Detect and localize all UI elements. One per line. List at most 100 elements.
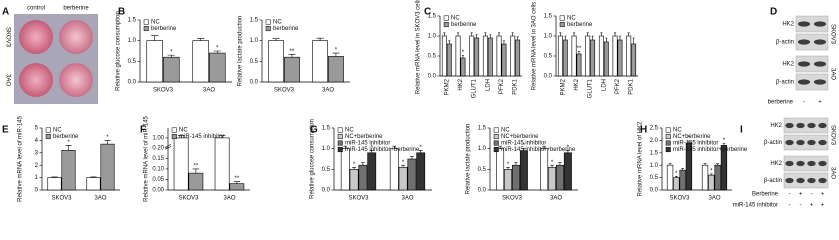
bar bbox=[327, 56, 344, 83]
error-bar bbox=[409, 156, 414, 159]
bar bbox=[367, 152, 377, 191]
y-tick-label: 0.20 bbox=[152, 145, 164, 151]
bar bbox=[548, 166, 557, 191]
y-tick-label: 0.0 bbox=[250, 80, 259, 86]
legend-swatch bbox=[143, 19, 149, 25]
error-bar bbox=[514, 162, 518, 166]
error-bar bbox=[558, 162, 562, 166]
error-bar bbox=[448, 40, 451, 44]
blot-band bbox=[807, 139, 816, 146]
y-axis-label: Relative mRNA level of HK2 bbox=[638, 121, 644, 196]
y-tick-label: 0.0 bbox=[650, 188, 659, 194]
legend-swatch bbox=[337, 147, 343, 153]
panel-letter: I bbox=[740, 125, 743, 136]
legend-label: berberine bbox=[273, 26, 299, 32]
blot-band bbox=[797, 21, 811, 27]
bar bbox=[598, 35, 604, 77]
error-bar bbox=[572, 32, 576, 36]
bar bbox=[173, 137, 189, 191]
blot-band bbox=[813, 61, 827, 67]
treatment-label: Berberine bbox=[752, 192, 779, 198]
error-bar bbox=[627, 32, 630, 36]
legend-label: miR-145 inhibitor bbox=[179, 134, 224, 140]
x-tick-label: SKOV3 bbox=[51, 196, 72, 202]
legend-swatch bbox=[443, 15, 449, 21]
error-bar bbox=[418, 150, 423, 153]
x-tick-label: LDH bbox=[601, 79, 607, 91]
legend-label: miR-145 inhibitor bbox=[501, 141, 546, 147]
blot-band bbox=[818, 139, 827, 146]
legend-label: miR-145 inhibitor bbox=[673, 141, 718, 147]
legend-swatch bbox=[493, 140, 499, 146]
bar bbox=[501, 43, 507, 77]
error-bar bbox=[516, 36, 519, 40]
x-tick-label: SKOV3 bbox=[502, 196, 523, 202]
error-bar bbox=[470, 32, 473, 36]
x-tick-label: PKM2 bbox=[444, 78, 450, 95]
bar bbox=[603, 41, 609, 77]
significance-mark: * bbox=[688, 135, 691, 141]
error-bar bbox=[90, 176, 97, 178]
x-tick-label: HK2 bbox=[458, 78, 464, 90]
y-tick-label: 0.05 bbox=[152, 177, 164, 183]
legend-label: miR-145 inhibitor+berberine bbox=[673, 147, 748, 153]
band-label: β-actin bbox=[764, 140, 782, 146]
blot-strip bbox=[783, 155, 829, 172]
error-bar bbox=[703, 163, 707, 166]
legend-swatch bbox=[493, 127, 499, 133]
x-tick-label: LDH bbox=[485, 79, 491, 91]
error-bar bbox=[600, 32, 603, 36]
bar bbox=[626, 35, 632, 77]
error-bar bbox=[613, 32, 617, 36]
significance-mark: * bbox=[462, 50, 465, 56]
cell-label: SKOV3 bbox=[829, 125, 835, 146]
panel-letter: B bbox=[118, 7, 125, 18]
significance-mark: ** bbox=[577, 46, 582, 52]
y-tick-label: 0.15 bbox=[152, 156, 164, 162]
bar bbox=[555, 164, 564, 191]
bar bbox=[312, 40, 328, 83]
y-tick-label: 1.5 bbox=[428, 14, 437, 20]
bar bbox=[47, 177, 62, 191]
error-bar bbox=[502, 40, 506, 44]
blot-band bbox=[807, 160, 816, 167]
significance-mark: * bbox=[723, 138, 726, 144]
y-tick-label: 1.00 bbox=[152, 135, 164, 141]
lane-sign: + bbox=[818, 100, 822, 106]
significance-mark: ** bbox=[235, 176, 240, 182]
well bbox=[19, 63, 53, 97]
band-label: β-actin bbox=[776, 80, 794, 86]
y-tick-label: 0.5 bbox=[544, 54, 553, 60]
bar bbox=[563, 152, 572, 191]
legend-swatch bbox=[265, 26, 271, 32]
bar bbox=[446, 43, 452, 77]
lane-sign: + bbox=[799, 192, 803, 198]
y-tick-label: 1.0 bbox=[650, 163, 659, 169]
bar bbox=[229, 183, 245, 191]
error-bar bbox=[591, 35, 594, 40]
blot-band bbox=[818, 122, 827, 129]
error-bar bbox=[632, 37, 635, 44]
y-tick-label: 0.5 bbox=[322, 167, 331, 173]
x-tick-label: SKOV3 bbox=[153, 88, 174, 94]
legend-swatch bbox=[337, 140, 343, 146]
error-bar bbox=[213, 50, 221, 54]
x-tick-label: SKOV3 bbox=[348, 196, 369, 202]
legend-swatch bbox=[45, 134, 51, 140]
bar bbox=[519, 150, 528, 191]
lane-sign: + bbox=[821, 203, 825, 209]
significance-mark: * bbox=[420, 145, 423, 151]
blot-strip bbox=[783, 172, 829, 189]
panel-letter: F bbox=[140, 125, 146, 136]
panel-letter: D bbox=[770, 7, 777, 18]
error-bar bbox=[506, 166, 510, 170]
blot-band bbox=[785, 139, 794, 146]
error-bar bbox=[192, 168, 200, 174]
y-tick-label: 4 bbox=[35, 138, 39, 144]
error-bar bbox=[550, 164, 554, 168]
bar bbox=[214, 137, 230, 191]
blot-band bbox=[796, 122, 805, 129]
legend-label: NC bbox=[179, 128, 188, 134]
bar bbox=[617, 39, 623, 77]
bar bbox=[571, 35, 577, 77]
